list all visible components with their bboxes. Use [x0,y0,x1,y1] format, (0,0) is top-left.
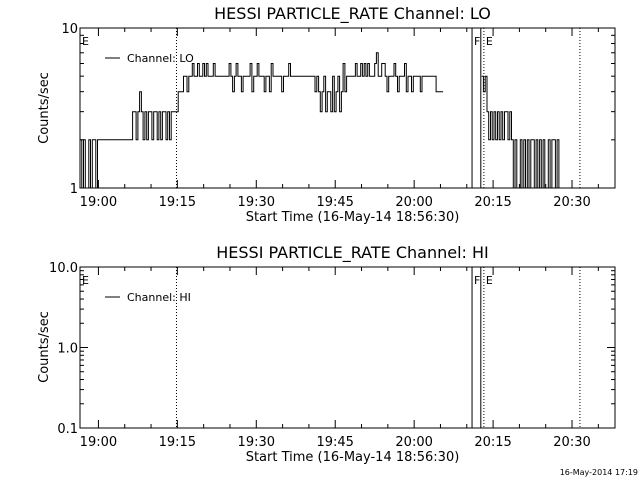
x-axis-label: Start Time (16-May-14 18:56:30) [246,210,460,225]
event-marker-label: E [486,274,493,287]
chart-legend: Channel: HI [105,291,191,304]
x-axis-label: Start Time (16-May-14 18:56:30) [246,450,460,465]
legend-label: Channel: LO [127,52,194,65]
y-tick-label: 0.1 [57,422,78,437]
plot-frame [79,27,616,189]
y-tick-label: 10 [61,22,78,37]
x-tick-label: 19:45 [316,195,353,210]
y-axis-label: Counts/sec [37,311,52,383]
chart-panel-hi: HESSI PARTICLE_RATE Channel: HI 19:00 19:1… [37,243,616,465]
x-tick-label: 20:00 [395,195,432,210]
x-tick-label: 20:15 [474,435,511,450]
x-tick-label: 19:45 [316,435,353,450]
chart-legend: Channel: LO [105,52,194,65]
series-line-1-segment-1 [80,52,444,188]
chart-panel-lo: HESSI PARTICLE_RATE Channel: LO 19:00 19:1… [37,4,616,225]
event-marker-label: E [486,35,493,48]
x-tick-label: 20:30 [553,435,590,450]
x-tick-label: 19:30 [238,435,275,450]
chart-title: HESSI PARTICLE_RATE Channel: HI [216,243,489,263]
event-marker-label: F [474,274,480,287]
y-axis-label: Counts/sec [37,72,52,144]
event-marker-label: E [82,35,89,48]
x-tick-label: 19:15 [159,435,196,450]
x-tick-label: 20:30 [553,195,590,210]
y-tick-label: 10.0 [49,261,78,276]
x-tick-label: 19:00 [80,195,117,210]
x-tick-label: 19:00 [80,435,117,450]
event-marker-label: F [474,35,480,48]
x-tick-label: 19:30 [238,195,275,210]
panels: HESSI PARTICLE_RATE Channel: LO 19:00 19:1… [37,4,616,465]
event-marker-label: E [82,274,89,287]
x-tick-label: 20:15 [474,195,511,210]
x-tick-label: 19:15 [159,195,196,210]
y-tick-label: 1 [70,182,78,197]
x-tick-label: 20:00 [395,435,432,450]
chart-title: HESSI PARTICLE_RATE Channel: LO [214,4,491,24]
plot-timestamp: 16-May-2014 17:19 [560,468,638,477]
y-tick-label: 1.0 [57,342,78,357]
series-line-1-segment-2 [481,75,563,188]
legend-label: Channel: HI [127,291,191,304]
